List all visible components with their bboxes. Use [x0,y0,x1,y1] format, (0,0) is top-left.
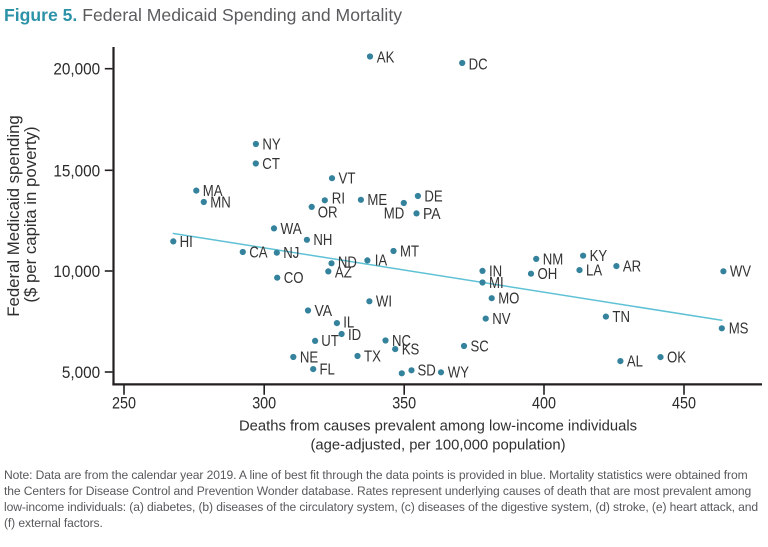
svg-text:OK: OK [667,350,687,367]
svg-text:(age-adjusted, per 100,000 pop: (age-adjusted, per 100,000 population) [310,437,565,453]
svg-text:OH: OH [538,266,558,283]
svg-text:KS: KS [402,342,420,359]
svg-text:Federal Medicaid spending: Federal Medicaid spending [4,115,23,317]
svg-text:ME: ME [367,192,387,209]
svg-text:NM: NM [543,251,564,268]
svg-text:VT: VT [339,171,356,188]
svg-text:Deaths from causes prevalent a: Deaths from causes prevalent among low-i… [239,418,637,434]
svg-text:AK: AK [377,49,395,66]
svg-text:WA: WA [281,221,303,238]
svg-text:NE: NE [300,350,318,367]
svg-text:VA: VA [315,303,333,320]
svg-text:HI: HI [180,234,193,251]
svg-text:TX: TX [364,348,381,365]
svg-text:MO: MO [498,291,519,308]
svg-text:NY: NY [262,136,281,153]
svg-text:250: 250 [112,394,136,412]
svg-text:IN: IN [489,263,502,280]
svg-text:FL: FL [320,361,336,378]
svg-text:NH: NH [313,232,332,249]
svg-text:NV: NV [492,311,511,328]
svg-text:20,000: 20,000 [53,60,100,79]
svg-text:CO: CO [284,270,304,287]
svg-text:IL: IL [343,315,354,332]
svg-text:DC: DC [469,57,488,74]
svg-text:WY: WY [448,365,470,382]
svg-text:AR: AR [623,259,641,276]
svg-text:WI: WI [376,294,392,311]
svg-text:($ per capita in poverty): ($ per capita in poverty) [21,126,40,302]
svg-text:KY: KY [590,248,608,265]
svg-text:MA: MA [203,183,223,200]
svg-text:TN: TN [612,309,630,326]
svg-text:MS: MS [729,321,749,338]
svg-text:OR: OR [318,204,338,221]
svg-text:350: 350 [392,394,416,412]
svg-text:MD: MD [384,205,405,222]
svg-text:CA: CA [249,244,268,261]
svg-text:450: 450 [672,394,696,412]
svg-text:SD: SD [418,363,436,380]
svg-text:PA: PA [423,206,441,223]
svg-text:MT: MT [400,243,419,260]
svg-text:300: 300 [252,394,276,412]
svg-text:DE: DE [424,188,442,205]
svg-text:MN: MN [210,194,231,211]
svg-text:NJ: NJ [283,245,299,262]
svg-text:RI: RI [332,191,345,208]
svg-text:MI: MI [489,275,504,292]
svg-text:UT: UT [321,333,339,350]
svg-text:AL: AL [627,354,643,371]
svg-text:5,000: 5,000 [62,363,100,382]
svg-text:CT: CT [262,156,280,173]
svg-text:NC: NC [392,333,411,350]
svg-text:LA: LA [586,263,603,280]
svg-text:WV: WV [730,264,752,281]
svg-text:AZ: AZ [335,265,352,282]
svg-text:400: 400 [532,394,556,412]
svg-text:ID: ID [348,327,361,344]
svg-text:SC: SC [471,338,489,355]
svg-text:ND: ND [338,255,357,272]
svg-text:IA: IA [375,253,388,270]
svg-text:10,000: 10,000 [53,262,100,281]
svg-text:15,000: 15,000 [53,161,100,180]
